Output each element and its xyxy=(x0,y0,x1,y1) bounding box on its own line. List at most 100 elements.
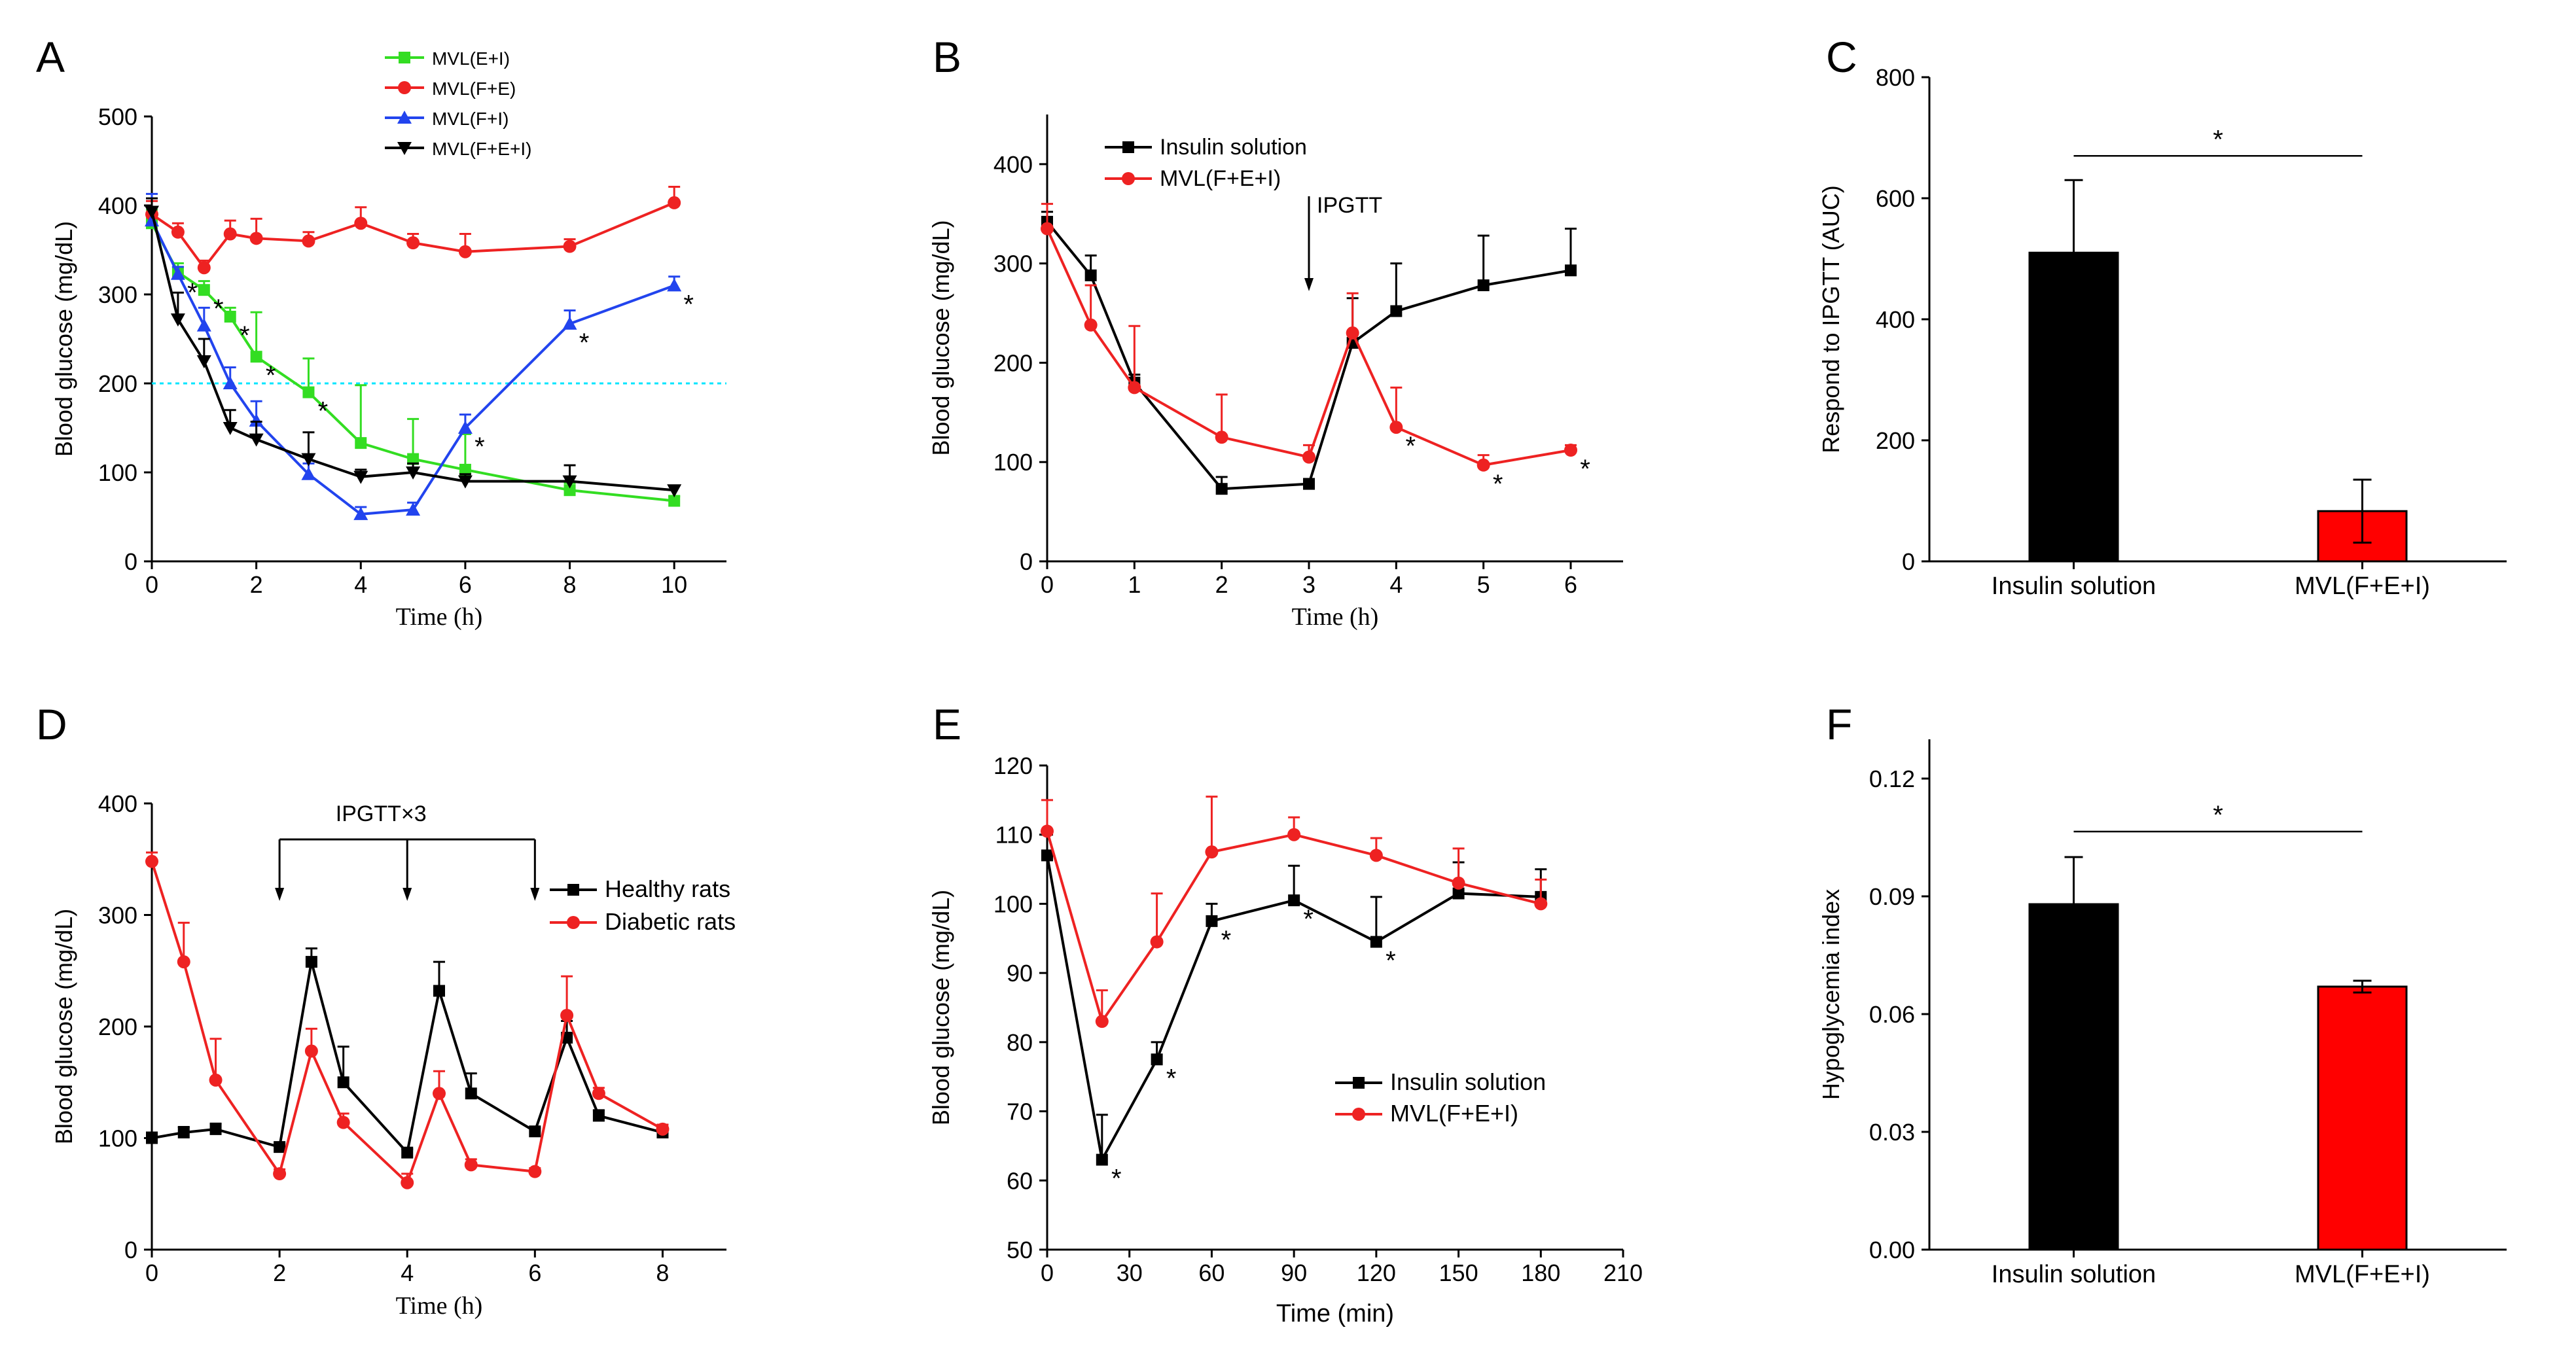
data-point xyxy=(353,470,368,484)
y-tick-label: 70 xyxy=(1007,1098,1033,1125)
data-point xyxy=(337,1076,349,1089)
legend-marker xyxy=(398,81,411,94)
data-point xyxy=(401,1146,414,1159)
significance-mark: * xyxy=(187,279,198,308)
x-tick-label: 210 xyxy=(1603,1259,1643,1286)
data-point xyxy=(304,1044,318,1058)
data-point xyxy=(667,484,682,498)
data-point xyxy=(407,453,420,465)
data-point xyxy=(336,1116,350,1129)
x-tick-label: 6 xyxy=(459,571,472,598)
data-point xyxy=(223,376,238,389)
data-point xyxy=(250,351,262,363)
data-point xyxy=(146,1132,158,1144)
x-axis-label: Time (min) xyxy=(1276,1300,1394,1327)
x-axis-label: Time (h) xyxy=(1292,603,1379,631)
data-point xyxy=(305,956,317,968)
series-MVL(F+E+I) xyxy=(1041,796,1548,1028)
data-point xyxy=(197,261,211,275)
y-tick-label: 60 xyxy=(1007,1167,1033,1194)
series-MVL(E+I): * * * * xyxy=(146,209,681,507)
significance-mark: * xyxy=(2213,125,2223,154)
series-line xyxy=(1046,855,1541,1164)
data-point xyxy=(1128,381,1141,395)
ipgtt-label: IPGTT×3 xyxy=(336,801,427,826)
data-point xyxy=(209,1123,222,1135)
significance-mark: * xyxy=(1386,947,1396,975)
panel-B: B 0 100 200 300 400 Blood glucose (mg/dL) 0 1 2 3 4… xyxy=(927,33,1623,631)
data-point xyxy=(1095,1015,1109,1028)
y-tick-label: 110 xyxy=(995,822,1033,849)
data-point xyxy=(223,422,238,435)
x-axis-label: Time (h) xyxy=(396,1292,483,1320)
data-point xyxy=(465,1087,477,1100)
data-point xyxy=(273,1167,287,1181)
legend-label: MVL(F+I) xyxy=(432,109,509,129)
legend-marker xyxy=(399,52,410,63)
x-tick-label: 150 xyxy=(1439,1259,1478,1286)
x-tick-label: 5 xyxy=(1477,571,1490,598)
data-point xyxy=(562,316,577,330)
y-tick-label: 200 xyxy=(993,349,1033,376)
y-tick-label: 0.00 xyxy=(1869,1237,1915,1263)
data-point xyxy=(1084,269,1097,281)
data-point xyxy=(1041,849,1053,862)
y-axis-label: Respond to IPGTT (AUC) xyxy=(1817,185,1844,453)
category-label: Insulin solution xyxy=(1992,572,2156,600)
series-line xyxy=(1046,830,1541,1025)
legend: MVL(E+I) MVL(F+E) MVL(F+I) MVL(F+E+I) xyxy=(385,48,531,159)
data-point xyxy=(668,196,681,209)
panel-label-C: C xyxy=(1826,33,1857,81)
data-point xyxy=(145,854,158,868)
significance-mark: * xyxy=(1111,1165,1122,1193)
y-tick-label: 0 xyxy=(1020,548,1033,575)
data-point xyxy=(196,318,211,332)
category-label: MVL(F+E+I) xyxy=(2295,572,2430,600)
legend-marker xyxy=(1122,172,1135,185)
panel-F: F 0.00 0.03 0.06 0.09 0.12 Hypoglycemia index I… xyxy=(1817,700,2507,1288)
legend: Healthy rats Diabetic rats xyxy=(550,875,736,935)
data-point xyxy=(592,1110,605,1122)
y-tick-label: 100 xyxy=(98,459,137,486)
y-tick-label: 90 xyxy=(1007,960,1033,987)
y-axis-label: Blood glucose (mg/dL) xyxy=(50,909,77,1144)
data-point xyxy=(1565,264,1577,277)
panel-label-D: D xyxy=(36,700,67,748)
series-MVL(F+I): * * * * xyxy=(145,192,694,520)
data-point xyxy=(529,1125,541,1138)
y-tick-label: 0 xyxy=(124,1237,137,1263)
data-point xyxy=(223,227,237,241)
legend-marker xyxy=(1352,1108,1365,1121)
data-point xyxy=(249,433,264,447)
y-axis-label: Blood glucose (mg/dL) xyxy=(927,220,954,455)
y-tick-label: 200 xyxy=(1876,427,1915,454)
significance-mark: * xyxy=(474,432,485,461)
legend-label: Healthy rats xyxy=(605,875,730,902)
y-tick-label: 0.06 xyxy=(1869,1001,1915,1028)
x-tick-label: 1 xyxy=(1128,571,1141,598)
panel-label-B: B xyxy=(933,33,961,81)
data-point xyxy=(457,475,473,489)
y-tick-label: 300 xyxy=(98,902,137,929)
category-label: MVL(F+E+I) xyxy=(2295,1261,2430,1288)
data-point xyxy=(1564,444,1577,457)
data-point xyxy=(1452,887,1465,900)
significance-mark: * xyxy=(1406,432,1416,461)
legend: Insulin solution MVL(F+E+I) xyxy=(1105,135,1307,191)
data-point xyxy=(1150,935,1164,949)
data-point xyxy=(196,355,211,368)
bar xyxy=(2317,985,2408,1251)
data-point xyxy=(1303,478,1315,490)
legend-label: MVL(E+I) xyxy=(432,48,510,69)
legend-label: Diabetic rats xyxy=(605,908,736,935)
data-point xyxy=(1151,1053,1163,1066)
y-tick-label: 0.03 xyxy=(1869,1119,1915,1146)
y-tick-label: 200 xyxy=(98,370,137,397)
data-point xyxy=(406,236,420,250)
x-tick-label: 10 xyxy=(661,571,687,598)
data-point xyxy=(1041,824,1054,838)
significance-mark: * xyxy=(1580,455,1590,483)
legend: Insulin solution MVL(F+E+I) xyxy=(1335,1068,1546,1127)
panel-label-E: E xyxy=(933,700,961,748)
data-point xyxy=(274,1141,286,1153)
